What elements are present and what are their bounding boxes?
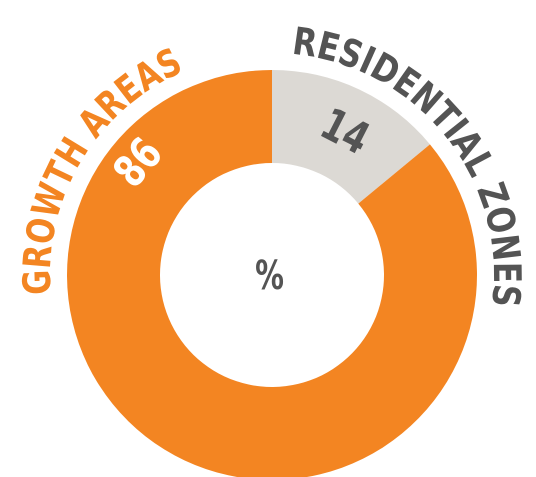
center-label: % xyxy=(255,251,284,298)
slice xyxy=(272,70,430,204)
slice xyxy=(67,70,477,477)
